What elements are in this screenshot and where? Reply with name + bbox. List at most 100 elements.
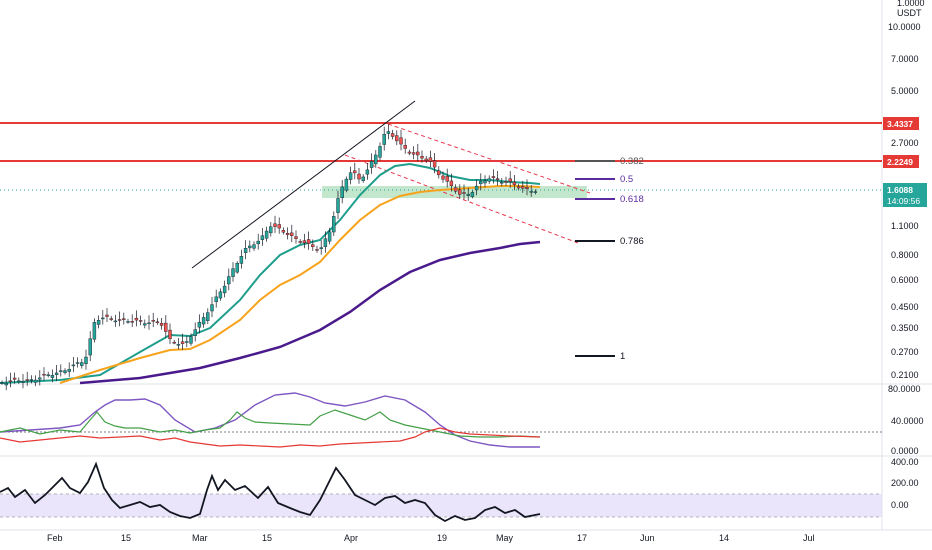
candle-body — [449, 180, 454, 186]
candle-body — [302, 240, 307, 244]
candle-body — [71, 364, 76, 367]
candle-body — [0, 382, 4, 384]
candle-body — [17, 380, 21, 383]
candle-body — [306, 239, 311, 244]
di-minus-line — [0, 427, 541, 448]
candle-body — [42, 373, 46, 376]
di-plus-line — [0, 409, 541, 438]
candle-body — [260, 235, 265, 240]
currency-top-label: 1.0000 — [897, 0, 925, 8]
candle-body — [466, 193, 470, 196]
candle-body — [491, 176, 496, 178]
candle-body — [269, 226, 273, 234]
candle-body — [201, 317, 206, 325]
candle-body — [80, 362, 84, 366]
candle-body — [441, 175, 445, 180]
fib-level-1[interactable]: 1 — [575, 351, 625, 362]
candle-body — [189, 336, 193, 344]
time-label: 17 — [577, 533, 587, 543]
candle-body — [143, 323, 147, 326]
fib-level-0786[interactable]: 0.786 — [575, 236, 644, 247]
candle-body — [59, 370, 63, 372]
candle-body — [424, 158, 428, 161]
candle-body — [516, 186, 521, 189]
candle-body — [248, 245, 252, 249]
candle-body — [147, 322, 151, 325]
ema-fast-line — [0, 162, 541, 384]
time-label: 15 — [262, 533, 272, 543]
currency-label: USDT — [897, 8, 922, 18]
candle-body — [210, 304, 214, 312]
candle-body — [458, 189, 462, 195]
candle-body — [122, 318, 126, 320]
candle-body — [84, 356, 88, 364]
candle-body — [63, 370, 67, 373]
candle-body — [399, 137, 403, 145]
candle-body — [521, 186, 525, 189]
candle-body — [273, 223, 277, 227]
candle-body — [294, 236, 298, 239]
candle-body — [8, 380, 13, 382]
candle-body — [453, 187, 458, 192]
fib-level-0382[interactable]: 0.382 — [575, 156, 644, 167]
candle-body — [382, 134, 386, 145]
candle-body — [264, 230, 269, 239]
price-tick: 0.2100 — [891, 370, 919, 380]
candle-body — [281, 230, 286, 233]
candle-body — [319, 247, 323, 249]
candle-body — [285, 232, 290, 235]
candle-body — [105, 314, 109, 317]
candle-body — [101, 317, 105, 320]
candle-body — [386, 131, 391, 134]
candle-body — [54, 372, 59, 375]
candle-body — [33, 379, 38, 383]
price-tick: 2.7000 — [891, 138, 919, 148]
falling-channel-top[interactable] — [387, 123, 591, 194]
time-label: Jun — [640, 533, 655, 543]
resistance-high-value: 3.4337 — [887, 119, 913, 129]
fib-level-05[interactable]: 0.5 — [575, 174, 633, 185]
cci-indicator — [0, 461, 541, 523]
price-tick: 5.0000 — [891, 86, 919, 96]
candle-body — [500, 182, 504, 184]
candle-body — [29, 379, 34, 381]
bar-countdown: 14:09:56 — [887, 196, 920, 206]
rising-trendline[interactable] — [191, 100, 416, 269]
candle-body — [474, 185, 479, 191]
time-label: 15 — [121, 533, 131, 543]
candle-body — [411, 152, 416, 155]
time-label: Feb — [47, 533, 63, 543]
time-axis[interactable]: Feb 15 Mar 15 Apr 19 May 17 Jun 14 Jul — [47, 533, 815, 543]
candle-body — [185, 341, 189, 343]
candle-body — [168, 329, 172, 340]
candle-body — [176, 344, 181, 346]
price-tick: 1.1000 — [891, 221, 919, 231]
candle-body — [96, 320, 101, 325]
candle-body — [487, 178, 491, 182]
candle-body — [214, 296, 218, 303]
resistance-high-tag — [883, 117, 919, 130]
candle-body — [277, 224, 281, 229]
candle-body — [88, 338, 92, 356]
candle-body — [50, 375, 55, 378]
candle-body — [126, 321, 130, 323]
price-axis[interactable]: 1.0000 USDT 10.0000 7.0000 5.0000 2.7000… — [883, 0, 927, 510]
candle-body — [529, 191, 533, 193]
candle-body — [470, 192, 475, 197]
candle-body — [21, 381, 25, 383]
demand-zone-box[interactable] — [322, 186, 587, 198]
fib-label-1: 1 — [620, 351, 625, 362]
candle-body — [504, 181, 508, 183]
candle-body — [533, 191, 538, 193]
candle-body — [46, 374, 50, 376]
cci-band — [0, 494, 882, 517]
oscillator-tick: 0.0000 — [891, 446, 919, 456]
fib-level-0618[interactable]: 0.618 — [575, 194, 644, 205]
candle-body — [159, 323, 164, 326]
fib-label-0382: 0.382 — [620, 156, 644, 167]
price-tick: 0.6000 — [891, 275, 919, 285]
time-label: May — [496, 533, 514, 543]
candle-body — [130, 321, 134, 323]
candle-body — [151, 320, 155, 322]
